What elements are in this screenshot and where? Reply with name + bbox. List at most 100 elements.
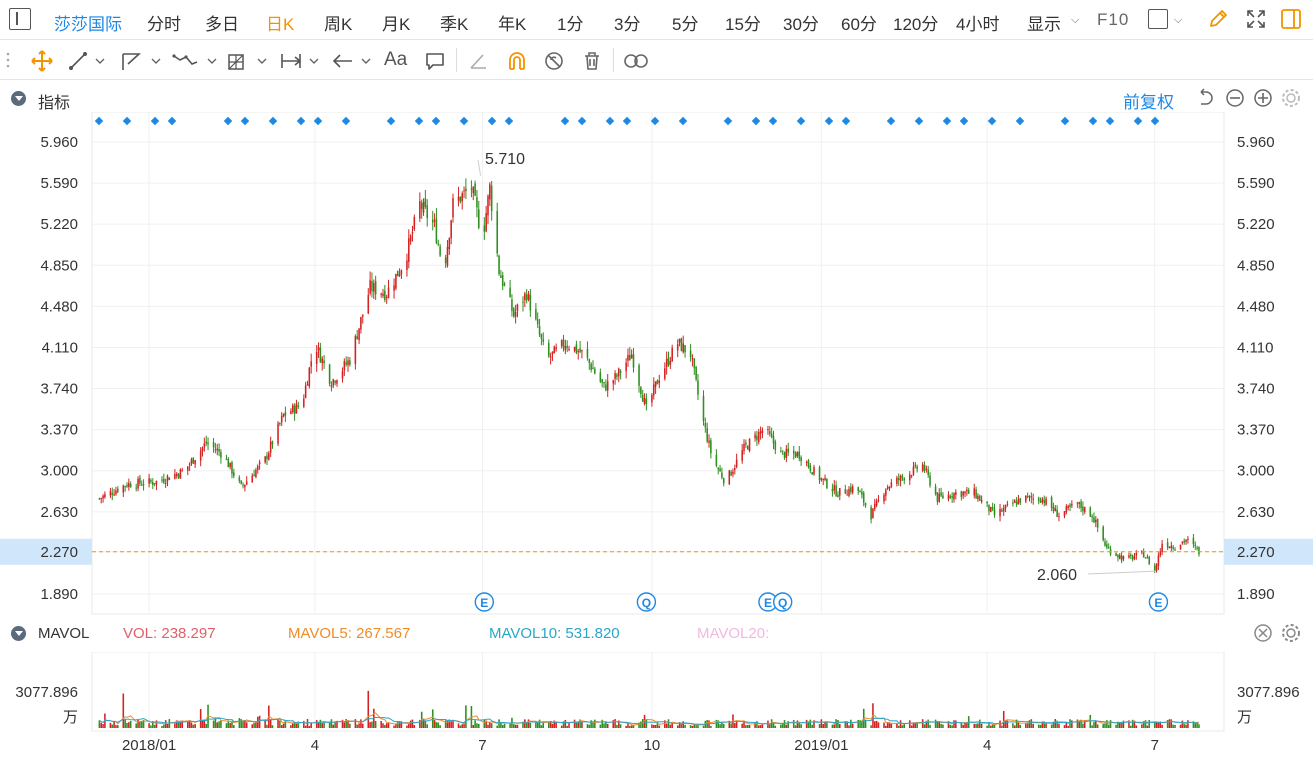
hide-drawings-icon[interactable] xyxy=(542,49,566,73)
candle-body xyxy=(380,293,382,295)
sidebar-toggle-icon[interactable] xyxy=(1280,8,1302,30)
period-tab-multiday[interactable]: 多日 xyxy=(205,15,239,34)
vol-bar xyxy=(942,724,944,728)
vol-bar xyxy=(1128,720,1130,728)
period-tab-30min[interactable]: 30分 xyxy=(783,15,819,34)
vol-bar xyxy=(1043,721,1046,728)
candle-body xyxy=(1117,554,1119,558)
vol-bar xyxy=(142,720,145,728)
period-tab-15min[interactable]: 15分 xyxy=(725,15,761,34)
vol-bar xyxy=(148,723,150,728)
candle-body xyxy=(126,484,128,487)
y-tick-label: 5.220 xyxy=(40,216,78,233)
vol-bar xyxy=(419,719,421,728)
candle-body xyxy=(573,346,576,351)
close-circle-icon[interactable] xyxy=(1254,624,1272,642)
vol-bar xyxy=(719,724,721,728)
vol-bar xyxy=(555,722,557,728)
candle-body xyxy=(588,359,591,363)
display-menu-button[interactable]: 显示 xyxy=(1027,15,1061,34)
wave-tool-icon[interactable] xyxy=(172,50,220,72)
vol-bar xyxy=(955,720,957,728)
move-cursor-icon[interactable] xyxy=(30,49,54,73)
fullscreen-icon[interactable] xyxy=(1245,8,1267,30)
period-tab-1min[interactable]: 1分 xyxy=(557,15,584,34)
settings-gear-icon[interactable] xyxy=(1282,624,1300,642)
undo-icon[interactable] xyxy=(1200,88,1213,105)
candle-body xyxy=(374,281,377,295)
period-tab-yearly[interactable]: 年K xyxy=(498,15,527,34)
mavol5-line xyxy=(99,712,1199,726)
vol-bar xyxy=(592,721,594,728)
candle-body xyxy=(1019,498,1022,503)
period-tab-4hour[interactable]: 4小时 xyxy=(956,15,1000,34)
vol-bar xyxy=(964,723,966,728)
vol-bar xyxy=(693,724,696,728)
period-tab-weekly[interactable]: 周K xyxy=(324,15,353,34)
line-tool-icon[interactable] xyxy=(68,50,108,72)
adjust-mode-button[interactable]: 前复权 xyxy=(1123,93,1174,112)
text-tool-icon[interactable]: Aa xyxy=(384,49,408,70)
vol-bar xyxy=(229,722,231,728)
magnet-icon[interactable] xyxy=(505,49,529,73)
trash-icon[interactable] xyxy=(580,49,604,73)
volume-axis: 3077.896 万 3077.896 万 xyxy=(15,684,1299,726)
candle-body xyxy=(371,280,373,292)
vol-bar xyxy=(759,725,762,728)
drag-handle-icon[interactable] xyxy=(6,51,10,69)
vol-bar xyxy=(227,720,230,728)
collapse-toggle-icon[interactable] xyxy=(11,91,26,106)
vol-bar xyxy=(102,723,104,728)
vol-bar xyxy=(547,721,550,728)
vol-bar xyxy=(139,720,141,728)
vol-bar xyxy=(190,722,193,728)
panel-toggle-icon[interactable] xyxy=(9,8,31,30)
chevron-down-icon[interactable]: ⌵ xyxy=(1071,14,1080,26)
polyline-tool-icon[interactable] xyxy=(120,50,164,72)
candle-body xyxy=(396,270,399,277)
candle-body xyxy=(1058,516,1060,518)
vol-bar xyxy=(1198,724,1200,728)
comment-tool-icon[interactable] xyxy=(424,50,446,72)
fibonacci-tool-icon[interactable] xyxy=(226,50,270,72)
vol-bar xyxy=(203,720,206,728)
candle-body xyxy=(658,380,661,383)
chevron-down-icon[interactable]: ⌵ xyxy=(1174,14,1183,26)
vol-bar xyxy=(1039,724,1042,728)
candle-body xyxy=(450,220,452,239)
candle-body xyxy=(708,440,710,443)
period-tab-5min[interactable]: 5分 xyxy=(672,15,699,34)
period-tab-monthly[interactable]: 月K xyxy=(382,15,411,34)
zoom-out-icon[interactable] xyxy=(1226,89,1244,107)
vol-bar xyxy=(680,724,683,728)
period-tab-120min[interactable]: 120分 xyxy=(893,15,939,34)
settings-gear-icon[interactable] xyxy=(1282,89,1300,107)
period-tab-quarterly[interactable]: 季K xyxy=(440,15,469,34)
vol-bar xyxy=(181,720,184,728)
event-badge xyxy=(474,592,495,612)
candle-body xyxy=(188,464,191,466)
arrow-tool-icon[interactable] xyxy=(330,50,374,72)
collapse-toggle-icon[interactable] xyxy=(11,626,26,641)
period-tab-intraday[interactable]: 分时 xyxy=(147,15,181,34)
candle-body xyxy=(619,371,622,373)
vol-bar xyxy=(153,724,156,728)
candle-body xyxy=(745,442,747,445)
period-tab-3min[interactable]: 3分 xyxy=(614,15,641,34)
candle-body xyxy=(439,246,441,256)
period-tab-60min[interactable]: 60分 xyxy=(841,15,877,34)
vol-bar xyxy=(1106,720,1108,728)
candlestick-chart[interactable]: 5.960 5.590 5.220 4.850 4.480 4.110 3.740 3.370… xyxy=(0,112,1313,618)
checkbox-icon[interactable] xyxy=(1148,9,1168,29)
zoom-in-icon[interactable] xyxy=(1254,89,1272,107)
range-tool-icon[interactable] xyxy=(278,50,322,72)
vol-bar xyxy=(538,719,541,728)
stock-name[interactable]: 莎莎国际 xyxy=(54,15,122,34)
period-tab-daily[interactable]: 日K xyxy=(266,15,295,34)
volume-chart[interactable]: 3077.896 万 3077.896 万 2018/01 4 7 10 2019/01 4 7 xyxy=(0,652,1313,757)
link-icon[interactable] xyxy=(622,50,650,72)
f10-button[interactable]: F10 xyxy=(1097,10,1130,29)
candle-body xyxy=(142,484,145,486)
pencil-icon[interactable] xyxy=(1207,8,1229,30)
angle-tool-icon[interactable] xyxy=(468,50,490,72)
